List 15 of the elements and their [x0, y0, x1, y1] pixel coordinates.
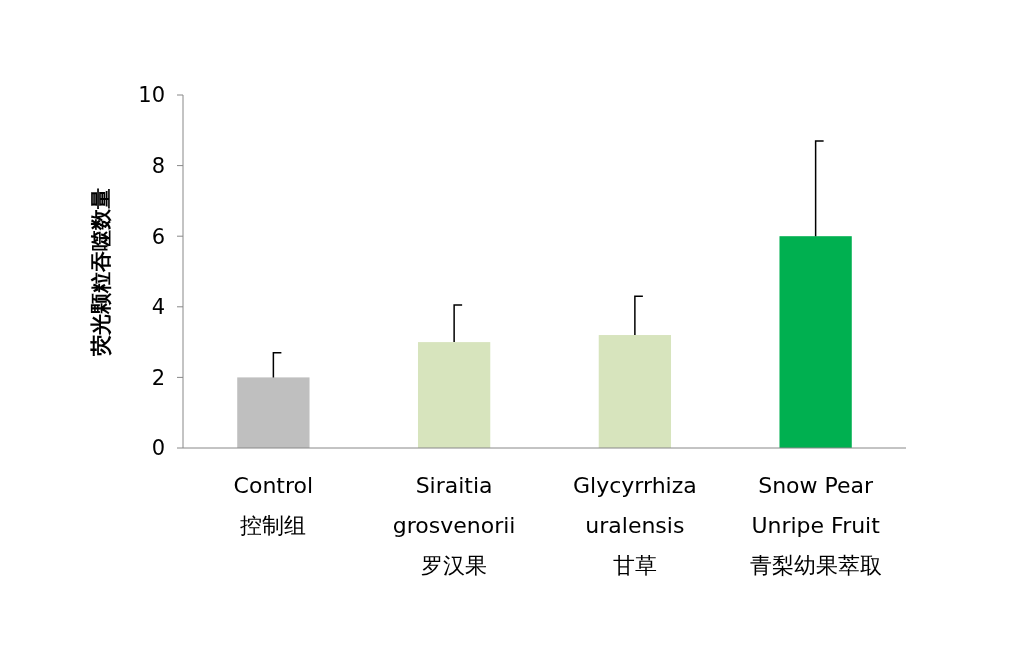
bar: [417, 342, 491, 448]
y-tick-label: 8: [151, 153, 165, 178]
x-tick-label: Siraitia grosvenorii 罗汉果: [392, 473, 516, 578]
y-axis-title: 荧光颗粒吞噬数量: [89, 187, 113, 357]
bar: [237, 377, 310, 448]
y-tick-label: 2: [151, 365, 165, 390]
x-tick-label: Glycyrrhiza uralensis 甘草: [573, 473, 697, 578]
y-tick-label: 0: [151, 436, 165, 461]
x-tick-label: Snow Pear Unripe Fruit 青梨幼果萃取: [749, 473, 882, 578]
y-tick-label: 10: [138, 83, 165, 108]
y-tick-label: 6: [151, 224, 165, 249]
x-tick-label: Control 控制组: [233, 473, 314, 538]
y-tick-label: 4: [151, 295, 165, 320]
bar: [598, 335, 672, 448]
bar: [779, 236, 852, 448]
